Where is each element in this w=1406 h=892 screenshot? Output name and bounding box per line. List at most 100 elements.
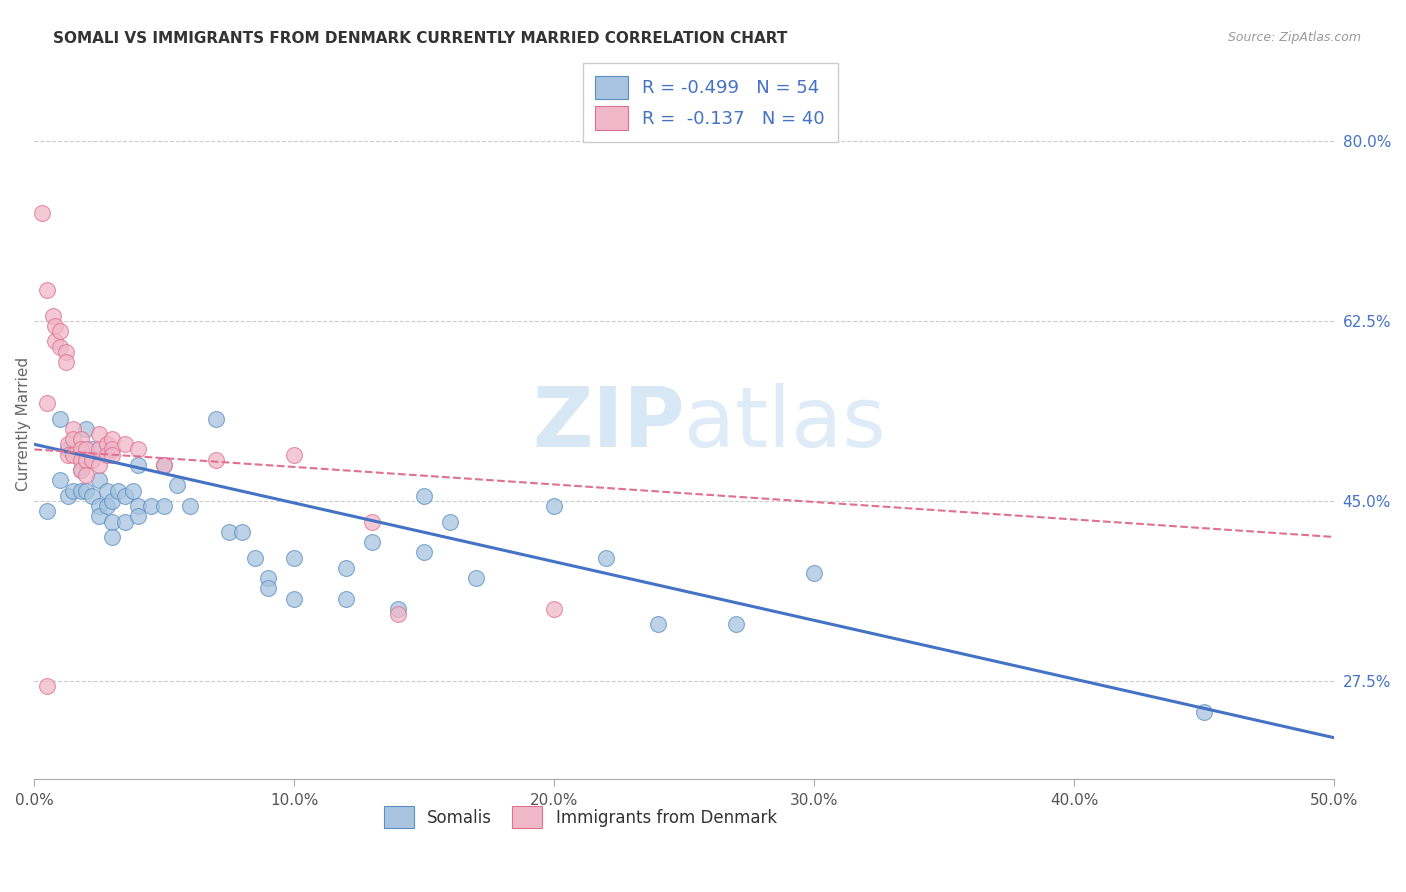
Point	[153, 458, 176, 472]
Point	[62, 483, 84, 498]
Point	[439, 515, 461, 529]
Point	[205, 411, 228, 425]
Point	[37, 679, 59, 693]
Point	[387, 607, 409, 622]
Point	[101, 442, 124, 457]
Point	[89, 509, 111, 524]
Point	[141, 499, 163, 513]
Point	[62, 422, 84, 436]
Point	[122, 483, 145, 498]
Point	[361, 535, 384, 549]
Point	[96, 437, 118, 451]
Point	[595, 550, 617, 565]
Point	[218, 524, 240, 539]
Point	[413, 545, 436, 559]
Point	[37, 504, 59, 518]
Point	[75, 483, 97, 498]
Point	[387, 602, 409, 616]
Point	[80, 452, 103, 467]
Point	[96, 483, 118, 498]
Point	[166, 478, 188, 492]
Text: SOMALI VS IMMIGRANTS FROM DENMARK CURRENTLY MARRIED CORRELATION CHART: SOMALI VS IMMIGRANTS FROM DENMARK CURREN…	[53, 31, 787, 46]
Point	[37, 396, 59, 410]
Point	[114, 515, 136, 529]
Point	[465, 571, 488, 585]
Point	[56, 442, 79, 457]
Text: Source: ZipAtlas.com: Source: ZipAtlas.com	[1227, 31, 1361, 45]
Point	[96, 448, 118, 462]
Point	[101, 494, 124, 508]
Point	[89, 427, 111, 442]
Point	[96, 499, 118, 513]
Point	[114, 437, 136, 451]
Point	[75, 452, 97, 467]
Point	[1192, 705, 1215, 719]
Point	[257, 582, 280, 596]
Point	[803, 566, 825, 580]
Point	[101, 432, 124, 446]
Point	[62, 448, 84, 462]
Point	[89, 474, 111, 488]
Point	[75, 442, 97, 457]
Point	[56, 448, 79, 462]
Point	[205, 452, 228, 467]
Point	[31, 205, 53, 219]
Point	[245, 550, 267, 565]
Point	[75, 468, 97, 483]
Point	[70, 463, 93, 477]
Point	[101, 530, 124, 544]
Text: ZIP: ZIP	[531, 384, 685, 464]
Legend: Somalis, Immigrants from Denmark: Somalis, Immigrants from Denmark	[377, 800, 783, 835]
Point	[89, 499, 111, 513]
Point	[41, 309, 63, 323]
Point	[70, 452, 93, 467]
Point	[80, 442, 103, 457]
Point	[80, 489, 103, 503]
Point	[89, 458, 111, 472]
Point	[127, 509, 149, 524]
Point	[62, 432, 84, 446]
Point	[283, 550, 305, 565]
Point	[179, 499, 201, 513]
Point	[44, 334, 66, 349]
Point	[127, 499, 149, 513]
Point	[231, 524, 253, 539]
Point	[114, 489, 136, 503]
Point	[49, 411, 72, 425]
Point	[101, 448, 124, 462]
Point	[283, 448, 305, 462]
Point	[335, 561, 357, 575]
Point	[107, 483, 129, 498]
Point	[413, 489, 436, 503]
Point	[70, 432, 93, 446]
Point	[56, 437, 79, 451]
Point	[37, 283, 59, 297]
Point	[75, 422, 97, 436]
Point	[55, 344, 77, 359]
Point	[49, 474, 72, 488]
Point	[55, 355, 77, 369]
Point	[725, 617, 748, 632]
Point	[127, 442, 149, 457]
Point	[257, 571, 280, 585]
Point	[647, 617, 669, 632]
Point	[44, 318, 66, 333]
Point	[101, 515, 124, 529]
Point	[89, 442, 111, 457]
Point	[153, 499, 176, 513]
Point	[283, 591, 305, 606]
Point	[70, 483, 93, 498]
Text: atlas: atlas	[685, 384, 886, 464]
Point	[543, 602, 565, 616]
Point	[70, 463, 93, 477]
Point	[56, 489, 79, 503]
Point	[335, 591, 357, 606]
Point	[127, 458, 149, 472]
Point	[49, 324, 72, 338]
Point	[70, 442, 93, 457]
Point	[49, 339, 72, 353]
Point	[543, 499, 565, 513]
Point	[361, 515, 384, 529]
Y-axis label: Currently Married: Currently Married	[15, 357, 31, 491]
Point	[153, 458, 176, 472]
